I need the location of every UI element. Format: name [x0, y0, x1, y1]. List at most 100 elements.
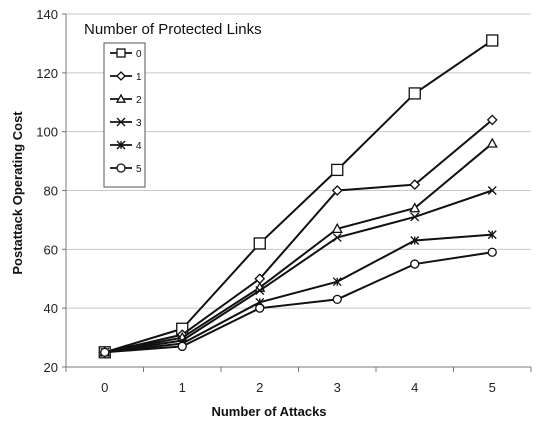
- axes: [62, 13, 532, 372]
- legend-label: 5: [136, 164, 142, 175]
- x-marker: [332, 233, 342, 243]
- star-marker: [410, 236, 420, 245]
- x-tick-label: 4: [411, 380, 418, 395]
- data-point: [253, 237, 266, 250]
- legend-label: 2: [136, 95, 142, 106]
- series-3: [100, 186, 497, 357]
- data-point: [486, 34, 499, 47]
- data-point: [100, 347, 110, 357]
- data-point: [331, 185, 343, 196]
- legend-item: 5: [110, 163, 142, 175]
- y-axis-title: Postattack Operating Cost: [10, 111, 25, 275]
- data-point: [331, 163, 344, 177]
- legend-title: Number of Protected Links: [84, 21, 262, 38]
- series-line: [104, 142, 493, 354]
- circle-marker: [116, 163, 126, 173]
- data-point: [116, 48, 126, 58]
- triangle-marker: [486, 137, 498, 148]
- x-tick-label: 0: [101, 380, 108, 395]
- square-marker: [408, 87, 421, 100]
- series-1: [99, 114, 498, 358]
- legend-items: 0 1 2 3 4 5: [110, 48, 142, 175]
- data-point: [487, 186, 497, 195]
- circle-marker: [177, 341, 187, 352]
- series-0: [98, 34, 499, 359]
- square-marker: [116, 48, 126, 58]
- triangle-marker: [409, 202, 421, 213]
- data-point: [332, 277, 342, 287]
- data-point: [487, 230, 497, 240]
- data-point: [486, 137, 498, 148]
- series-group: [98, 34, 499, 359]
- diamond-marker: [331, 185, 343, 196]
- star-marker: [116, 140, 126, 150]
- data-point: [487, 247, 497, 257]
- x-marker: [410, 212, 420, 222]
- legend-label: 1: [136, 72, 142, 83]
- series-5: [100, 247, 497, 357]
- data-point: [410, 212, 420, 222]
- legend-label: 0: [136, 49, 142, 60]
- y-tick-label: 60: [44, 242, 58, 257]
- legend-item: 0: [110, 48, 142, 60]
- star-marker: [487, 230, 497, 240]
- legend-item: 1: [110, 71, 142, 83]
- data-point: [177, 341, 187, 352]
- x-axis-title: Number of Attacks: [211, 404, 326, 419]
- x-tick-label: 3: [334, 380, 341, 395]
- diamond-marker: [116, 71, 126, 81]
- legend-box: [103, 42, 146, 188]
- series-line: [104, 39, 493, 354]
- circle-marker: [487, 247, 497, 257]
- y-tick-label: 100: [36, 125, 58, 140]
- data-point: [332, 233, 342, 243]
- y-tick-label: 80: [44, 184, 58, 199]
- data-point: [116, 71, 126, 81]
- series-line: [104, 119, 493, 354]
- triangle-marker: [115, 93, 127, 103]
- y-tick-label: 140: [36, 7, 58, 22]
- x-tick-label: 5: [489, 380, 496, 395]
- legend-item: 2: [110, 93, 142, 106]
- data-point: [115, 93, 127, 103]
- y-tick-label: 20: [44, 360, 58, 375]
- x-marker: [116, 117, 126, 127]
- circle-marker: [100, 347, 110, 357]
- x-marker: [255, 286, 265, 295]
- series-line: [104, 233, 493, 354]
- x-marker: [487, 186, 497, 195]
- triangle-marker: [331, 222, 343, 233]
- legend-label: 3: [136, 118, 142, 129]
- data-point: [116, 117, 126, 127]
- circle-marker: [332, 294, 342, 304]
- star-marker: [332, 277, 342, 287]
- legend-item: 3: [110, 117, 142, 129]
- data-point: [116, 140, 126, 150]
- data-point: [408, 87, 421, 100]
- legend-label: 4: [136, 141, 142, 152]
- data-point: [410, 259, 420, 269]
- x-tick-labels: 0 1 2 3 4 5: [101, 380, 496, 395]
- data-point: [331, 222, 343, 233]
- data-point: [409, 179, 421, 191]
- data-point: [255, 303, 265, 313]
- square-marker: [331, 163, 344, 177]
- y-tick-label: 40: [44, 301, 58, 316]
- circle-marker: [255, 303, 265, 313]
- data-point: [332, 294, 342, 304]
- circle-marker: [410, 259, 420, 269]
- diamond-marker: [409, 179, 421, 191]
- diamond-marker: [486, 114, 498, 126]
- x-tick-label: 1: [179, 380, 186, 395]
- square-marker: [253, 237, 266, 250]
- series-line: [104, 251, 493, 354]
- legend-item: 4: [110, 140, 142, 152]
- data-point: [255, 286, 265, 295]
- data-point: [409, 202, 421, 213]
- series-2: [99, 137, 498, 357]
- square-marker: [486, 34, 499, 47]
- series-line: [104, 189, 493, 354]
- y-tick-label: 120: [36, 66, 58, 81]
- data-point: [486, 114, 498, 126]
